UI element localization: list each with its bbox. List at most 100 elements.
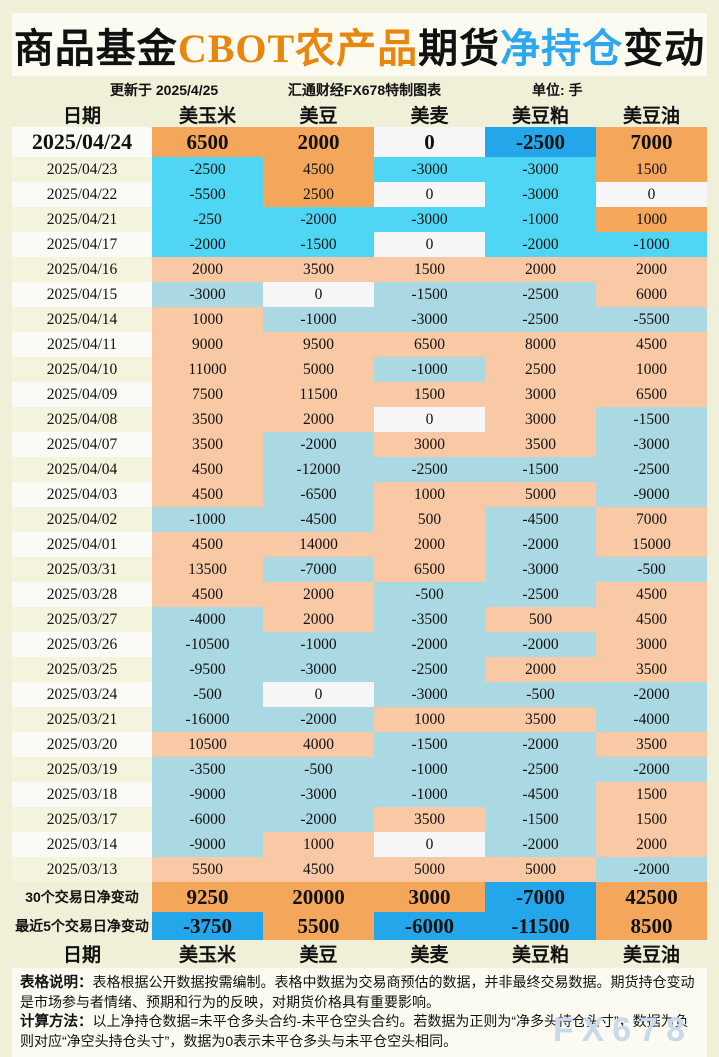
- value-cell: 1500: [374, 382, 485, 407]
- date-cell: 2025/03/21: [12, 707, 152, 732]
- value-cell: -6000: [152, 807, 263, 832]
- value-cell: -1000: [374, 782, 485, 807]
- column-header: 日期: [62, 945, 101, 966]
- date-cell: 2025/04/15: [12, 282, 152, 307]
- value-cell: -1500: [374, 282, 485, 307]
- value-cell: -2000: [485, 632, 596, 657]
- value-cell: -2000: [596, 857, 707, 882]
- table-row: 2025/04/07 3500 -2000 3000 3500 -3000: [12, 432, 707, 457]
- date-cell: 2025/04/04: [12, 457, 152, 482]
- summary-value-cell: -3750: [152, 912, 263, 940]
- value-cell: -2000: [374, 632, 485, 657]
- value-cell: 3000: [485, 407, 596, 432]
- value-cell: 3000: [485, 382, 596, 407]
- date-cell: 2025/03/20: [12, 732, 152, 757]
- value-cell: 1000: [374, 482, 485, 507]
- column-header: 美豆: [299, 106, 338, 127]
- summary-value-cell: -11500: [485, 912, 596, 940]
- value-cell: 10500: [152, 732, 263, 757]
- table-row: 2025/04/04 4500 -12000 -2500 -1500 -2500: [12, 457, 707, 482]
- column-header: 日期: [62, 106, 101, 127]
- table-row: 2025/03/24 -500 0 -3000 -500 -2000: [12, 682, 707, 707]
- value-cell: -2500: [596, 457, 707, 482]
- value-cell: 5000: [263, 357, 374, 382]
- fx678-watermark: FX678: [552, 1011, 693, 1050]
- unit-label: 单位: 手: [532, 82, 583, 98]
- table-row: 2025/04/22 -5500 2500 0 -3000 0: [12, 182, 707, 207]
- value-cell: 6500: [374, 557, 485, 582]
- title-part-black3: 变动: [623, 25, 706, 71]
- value-cell: -2000: [485, 232, 596, 257]
- value-cell: 5000: [485, 482, 596, 507]
- column-header: 美豆粕: [511, 945, 569, 966]
- value-cell: 0: [596, 182, 707, 207]
- value-cell: -500: [152, 682, 263, 707]
- value-cell: 0: [263, 282, 374, 307]
- date-cell: 2025/03/17: [12, 807, 152, 832]
- summary-label: 30个交易日净变动: [25, 889, 139, 905]
- value-cell: 2000: [263, 607, 374, 632]
- date-cell: 2025/04/24: [12, 127, 152, 157]
- value-cell: 0: [374, 832, 485, 857]
- summary-label: 最近5个交易日净变动: [15, 918, 149, 934]
- value-cell: -2500: [485, 757, 596, 782]
- table-row: 2025/04/24 6500 2000 0 -2500 7000: [12, 127, 707, 157]
- value-cell: 2500: [485, 357, 596, 382]
- title-part-blue: 净持仓: [500, 25, 624, 71]
- value-cell: 4500: [596, 582, 707, 607]
- value-cell: -2500: [152, 157, 263, 182]
- value-cell: -2500: [374, 457, 485, 482]
- value-cell: -4500: [485, 507, 596, 532]
- value-cell: -3000: [485, 157, 596, 182]
- table-row: 2025/04/23 -2500 4500 -3000 -3000 1500: [12, 157, 707, 182]
- date-cell: 2025/04/21: [12, 207, 152, 232]
- table-row: 2025/04/08 3500 2000 0 3000 -1500: [12, 407, 707, 432]
- value-cell: -2000: [596, 757, 707, 782]
- value-cell: -4500: [263, 507, 374, 532]
- date-cell: 2025/03/14: [12, 832, 152, 857]
- column-header: 美豆油: [622, 945, 680, 966]
- value-cell: -2500: [485, 582, 596, 607]
- value-cell: 1000: [263, 832, 374, 857]
- value-cell: -500: [374, 582, 485, 607]
- value-cell: 2000: [596, 832, 707, 857]
- value-cell: -2500: [485, 307, 596, 332]
- summary-rows: 30个交易日净变动 9250 20000 3000 -7000 42500 最近5个交易日净…: [12, 882, 707, 940]
- table-row: 2025/03/14 -9000 1000 0 -2000 2000: [12, 832, 707, 857]
- value-cell: -9000: [152, 782, 263, 807]
- value-cell: -7000: [263, 557, 374, 582]
- value-cell: -2000: [152, 232, 263, 257]
- date-cell: 2025/03/24: [12, 682, 152, 707]
- summary-value-cell: -7000: [485, 882, 596, 912]
- value-cell: -3000: [485, 557, 596, 582]
- value-cell: -3000: [263, 657, 374, 682]
- value-cell: 5000: [485, 857, 596, 882]
- value-cell: -500: [263, 757, 374, 782]
- table-row: 2025/04/10 11000 5000 -1000 2500 1000: [12, 357, 707, 382]
- value-cell: -3000: [596, 432, 707, 457]
- value-cell: -1500: [263, 232, 374, 257]
- value-cell: -1000: [374, 757, 485, 782]
- value-cell: -9000: [152, 832, 263, 857]
- summary-value-cell: 42500: [596, 882, 707, 912]
- value-cell: 500: [485, 607, 596, 632]
- value-cell: 3500: [374, 807, 485, 832]
- note2-label: 计算方法：: [20, 1013, 93, 1030]
- value-cell: -4000: [596, 707, 707, 732]
- value-cell: 0: [374, 407, 485, 432]
- value-cell: -16000: [152, 707, 263, 732]
- column-header: 美豆粕: [511, 106, 569, 127]
- value-cell: -3000: [152, 282, 263, 307]
- title-part-black2: 期货: [418, 25, 501, 71]
- value-cell: 7000: [596, 127, 707, 157]
- title-part-black1: 商品基金: [13, 25, 178, 71]
- value-cell: -5500: [152, 182, 263, 207]
- value-cell: -2000: [485, 832, 596, 857]
- value-cell: -3000: [485, 182, 596, 207]
- value-cell: -2500: [374, 657, 485, 682]
- value-cell: 4500: [596, 332, 707, 357]
- date-cell: 2025/04/16: [12, 257, 152, 282]
- table-row: 2025/04/03 4500 -6500 1000 5000 -9000: [12, 482, 707, 507]
- summary-value-cell: 8500: [596, 912, 707, 940]
- value-cell: -9500: [152, 657, 263, 682]
